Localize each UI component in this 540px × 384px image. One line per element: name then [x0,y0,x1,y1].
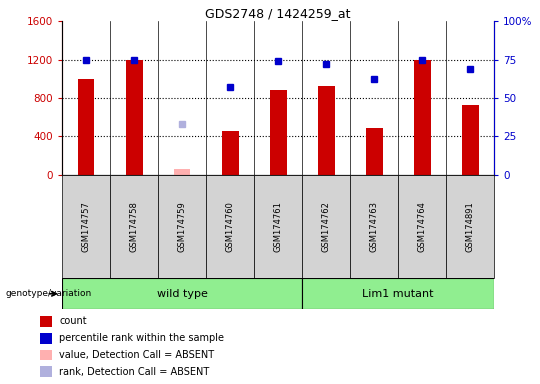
Text: genotype/variation: genotype/variation [5,289,92,298]
Text: count: count [59,316,87,326]
Text: Lim1 mutant: Lim1 mutant [362,289,434,299]
Bar [40,349,52,360]
Bar [110,175,158,278]
Text: GSM174891: GSM174891 [465,201,475,252]
Bar [350,175,398,278]
Text: GSM174759: GSM174759 [178,201,187,252]
Text: GSM174764: GSM174764 [417,201,427,252]
Bar [222,131,239,175]
Bar [302,175,350,278]
Bar [174,169,191,175]
Bar [462,104,478,175]
Bar [366,127,382,175]
Text: GSM174761: GSM174761 [274,201,282,252]
Bar [206,175,254,278]
Text: rank, Detection Call = ABSENT: rank, Detection Call = ABSENT [59,367,210,377]
Bar [414,60,430,175]
Text: GSM174762: GSM174762 [322,201,330,252]
Text: value, Detection Call = ABSENT: value, Detection Call = ABSENT [59,350,214,360]
Bar [126,60,143,175]
Bar [40,333,52,344]
Bar [318,86,334,175]
Bar [40,366,52,377]
Text: GSM174758: GSM174758 [130,201,139,252]
Bar [302,278,494,309]
Title: GDS2748 / 1424259_at: GDS2748 / 1424259_at [205,7,351,20]
Text: GSM174757: GSM174757 [82,201,91,252]
Bar [78,79,94,175]
Bar [269,90,287,175]
Text: GSM174763: GSM174763 [369,201,379,252]
Bar [446,175,494,278]
Text: GSM174760: GSM174760 [226,201,234,252]
Text: percentile rank within the sample: percentile rank within the sample [59,333,225,343]
Bar [40,316,52,327]
Text: wild type: wild type [157,289,207,299]
Bar [398,175,446,278]
Bar [254,175,302,278]
Bar [62,278,302,309]
Bar [158,175,206,278]
Bar [62,175,110,278]
